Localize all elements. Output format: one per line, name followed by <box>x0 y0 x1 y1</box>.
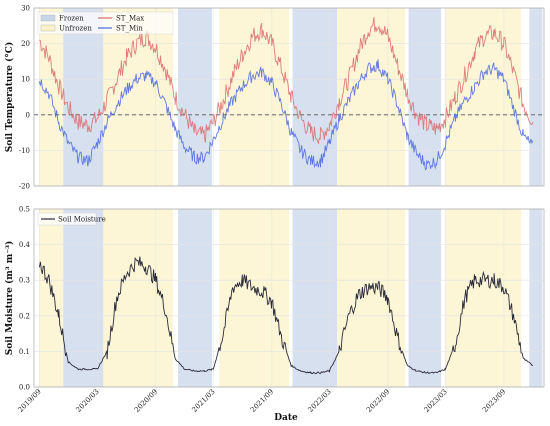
legend-label: Soil Moisture <box>58 216 106 224</box>
y-tick-label: -10 <box>19 147 30 155</box>
x-tick-label: 2023/03 <box>423 388 449 414</box>
x-tick-label: 2020/09 <box>133 388 159 414</box>
y-axis-label: Soil Moisture (m³ m⁻³) <box>4 241 15 356</box>
legend-swatch <box>40 24 56 32</box>
season-band-frozen <box>292 8 338 186</box>
season-band-unfrozen <box>103 8 173 186</box>
x-tick-label: 2022/09 <box>365 388 391 414</box>
legend-box <box>37 11 174 35</box>
season-band-frozen <box>408 209 441 387</box>
legend: Soil Moisture <box>37 212 106 226</box>
season-band-frozen <box>408 8 441 186</box>
y-tick-label: 0.0 <box>19 384 30 392</box>
series-soil-moisture <box>38 256 534 375</box>
season-band-frozen <box>529 8 543 186</box>
x-axis-label: Date <box>274 413 298 423</box>
season-band-unfrozen <box>337 209 406 387</box>
plot-frame <box>33 7 545 187</box>
x-tick-label: 2021/03 <box>191 388 217 414</box>
y-tick-label: 30 <box>21 5 30 13</box>
y-tick-label: 0 <box>26 111 30 119</box>
season-band-frozen <box>178 209 213 387</box>
temperature-panel: -20 -10 0 10 20 30 Soil Temperature (°C) Frozen… <box>4 5 545 191</box>
season-band-frozen <box>63 8 104 186</box>
legend-box <box>37 212 97 226</box>
legend-label: ST_Max <box>116 15 144 23</box>
season-band-unfrozen <box>337 8 406 186</box>
y-axis-label: Soil Temperature (°C) <box>4 42 15 152</box>
y-tick-label: 0.3 <box>19 277 30 285</box>
x-tick-label: 2020/03 <box>74 388 100 414</box>
y-tick-label: 0.4 <box>19 241 31 249</box>
legend: Frozen Unfrozen ST_Max ST_Min <box>37 11 174 35</box>
season-band-frozen <box>529 209 543 387</box>
season-band-frozen <box>292 209 338 387</box>
season-band-unfrozen <box>39 8 64 186</box>
x-tick-label: 2021/09 <box>249 388 275 414</box>
series-st-max <box>39 16 534 144</box>
legend-label: Frozen <box>59 15 84 23</box>
y-tick-label: 0.2 <box>19 312 30 320</box>
legend-swatch <box>40 14 56 22</box>
season-band-frozen <box>63 209 104 387</box>
series-st-min <box>38 59 534 171</box>
plot-frame <box>33 208 545 388</box>
season-band-unfrozen <box>445 209 522 387</box>
legend-label: Unfrozen <box>59 25 92 33</box>
y-tick-label: -20 <box>19 183 30 191</box>
y-tick-label: 0.1 <box>19 348 30 356</box>
x-tick-label: 2019/09 <box>17 388 43 414</box>
y-tick-label: 10 <box>21 76 30 84</box>
y-tick-label: 20 <box>21 40 30 48</box>
moisture-panel: 0.0 0.1 0.2 0.3 0.4 0.5 Soil Moisture (m³ m⁻³)… <box>4 206 545 392</box>
season-band-frozen <box>178 8 213 186</box>
season-band-unfrozen <box>219 8 289 186</box>
season-band-unfrozen <box>445 8 522 186</box>
x-tick-label: 2023/09 <box>481 388 507 414</box>
y-tick-label: 0.5 <box>19 206 30 214</box>
season-band-unfrozen <box>39 209 64 387</box>
x-tick-label: 2022/03 <box>307 388 333 414</box>
legend-label: ST_Min <box>116 25 143 33</box>
